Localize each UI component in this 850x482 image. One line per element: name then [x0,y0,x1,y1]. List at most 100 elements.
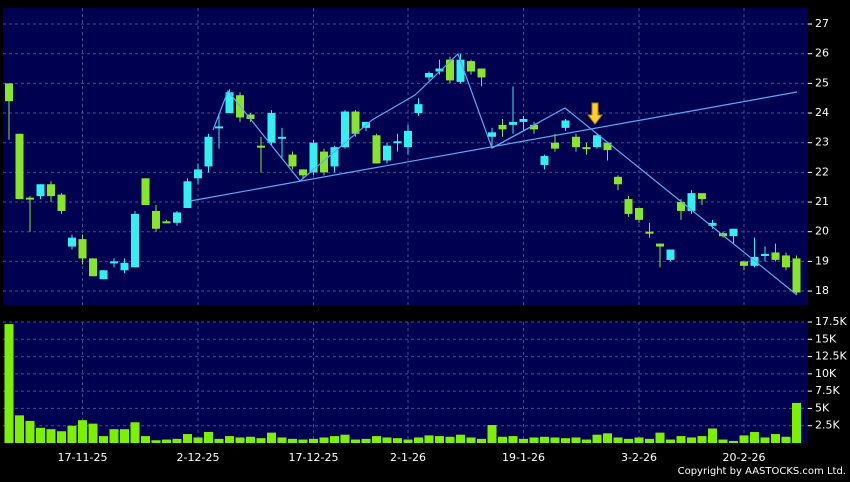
volume-bar [729,440,738,443]
candle-body [110,261,118,264]
candle-body [351,111,360,134]
candle-body [372,135,381,164]
volume-bar [235,437,245,443]
y-tick-label: 15K [815,332,837,345]
candle-body [425,72,433,78]
y-tick-label: 19 [815,254,829,267]
volume-bar [15,415,24,443]
candle-body [173,212,181,223]
volume-bar [792,402,801,443]
candle-body [309,142,318,173]
volume-bar [718,439,728,443]
volume-bar [582,439,591,443]
volume-bar [67,425,77,443]
trend-line [212,52,798,296]
volume-bar [393,438,402,443]
candle-body [698,193,706,200]
candle-body [603,142,612,151]
candle-body [288,154,297,167]
y-tick-label: 7.5K [815,384,840,397]
candle-body [89,258,97,277]
candle-body [414,104,423,114]
candle-body [792,258,801,293]
candle-body [708,222,717,226]
volume-bar [214,438,224,443]
volume-bar [550,437,560,443]
candle-body [194,169,202,179]
volume-bar [403,439,413,443]
candle-body [278,136,286,139]
volume-bar [340,434,350,443]
volume-bar [529,437,539,443]
y-tick-label: 12.5K [815,350,847,363]
candle-body [162,221,171,224]
candle-body [729,228,738,237]
candle-body [761,253,769,256]
candle-body [225,92,234,114]
volume-bar [246,436,255,443]
candle-body [456,59,465,82]
volume-bar [571,437,581,443]
volume-panel [3,322,808,443]
x-tick-label: 20-2-26 [723,451,766,464]
candle-body [341,111,349,148]
volume-bar [298,439,308,443]
candle-body [47,184,55,197]
y-tick-label: 2.5K [815,419,840,432]
arrow-icon [586,102,604,125]
candle-body [257,145,265,148]
candle-body [204,136,213,167]
volume-bar [477,438,486,443]
candle-body [498,124,507,130]
candle-body [99,270,108,280]
candle-body [15,133,24,200]
y-tick-label: 20 [815,225,829,238]
y-tick-label: 23 [815,136,829,149]
volume-bar [708,428,717,443]
volume-bar [78,420,87,443]
volume-bar [319,437,329,443]
volume-bar [519,438,528,443]
candle-body [530,124,538,130]
volume-bar [540,436,549,443]
candle-body [551,142,559,149]
volume-bar [781,436,791,443]
volume-bar [256,438,266,443]
volume-bar [771,434,780,443]
candle-body [36,184,45,197]
y-tick-label: 21 [815,195,829,208]
volume-bar [99,436,108,443]
candle-body [467,61,475,72]
volume-bar [739,435,749,443]
candle-body [582,147,591,150]
candle-body [488,132,496,137]
candle-body [215,126,223,129]
candle-body [393,141,402,144]
candle-body [645,231,654,234]
volume-bar [120,429,129,443]
y-tick-label: 26 [815,47,829,60]
volume-bar [750,431,759,443]
candle-body [5,83,13,102]
x-tick-label: 3-2-26 [621,451,657,464]
volume-bar [172,438,182,443]
candle-body [141,178,150,206]
candle-body [477,68,486,78]
volume-bar [109,429,119,443]
volume-bar [382,437,392,443]
y-tick-label: 17.5K [815,315,847,328]
volume-bar [36,427,45,443]
volume-bar [193,437,203,443]
volume-bar [561,438,570,443]
volume-bar [372,436,381,443]
candle-body [572,136,580,148]
candle-body [68,237,76,247]
x-tick-label: 2-1-26 [390,451,426,464]
x-tick-label: 19-1-26 [502,451,545,464]
candle-body [267,113,276,143]
y-tick-label: 24 [815,106,829,119]
candle-body [624,199,633,214]
candle-body [57,194,66,211]
